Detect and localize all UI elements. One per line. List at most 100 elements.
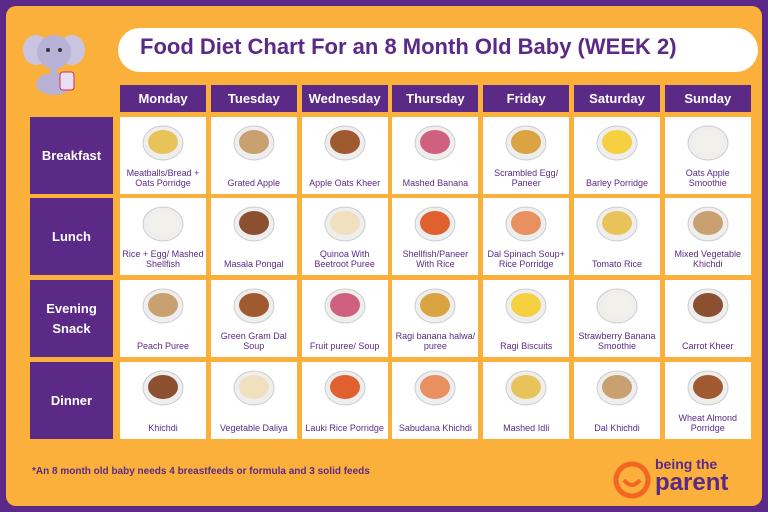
- meal-name: Mixed Vegetable Khichdi: [674, 249, 742, 269]
- meal-name: Sabudana Khichdi: [398, 423, 472, 433]
- column-header: Wednesday: [301, 85, 388, 112]
- row-header: Evening Snack: [30, 280, 113, 357]
- food-image: [324, 370, 366, 406]
- elephant-icon: [23, 35, 85, 95]
- logo-text: being the: [655, 456, 718, 472]
- meal-name: Vegetable Daliya: [220, 423, 288, 433]
- food-image: [687, 288, 729, 324]
- meal-cell: Strawberry Banana Smoothie: [574, 280, 660, 357]
- food-image: [233, 125, 275, 161]
- meal-cell: Mixed Vegetable Khichdi: [664, 198, 751, 275]
- meal-cell: Dal Spinach Soup+ Rice Porridge: [483, 198, 570, 275]
- meal-name: Mashed Banana: [402, 178, 469, 188]
- meal-name: Oats Apple Smoothie: [685, 168, 730, 188]
- meal-name: Quinoa With Beetroot Puree: [314, 249, 375, 269]
- meal-name: Fruit puree/ Soup: [309, 341, 380, 351]
- meal-name: Rice + Egg/ Mashed Shellfish: [122, 249, 204, 269]
- meal-cell: Dal Khichdi: [574, 362, 660, 439]
- column-header: Monday: [120, 85, 206, 112]
- meal-name: Ragi banana halwa/ puree: [395, 331, 476, 351]
- food-image: [414, 206, 456, 242]
- meal-name: Tomato Rice: [591, 259, 643, 269]
- food-image: [324, 206, 366, 242]
- food-image: [596, 288, 638, 324]
- meal-cell: Mashed Banana: [392, 117, 479, 194]
- food-image: [414, 125, 456, 161]
- food-image: [596, 125, 638, 161]
- food-image: [142, 370, 184, 406]
- meal-cell: Shellfish/Paneer With Rice: [392, 198, 479, 275]
- column-header: Friday: [483, 85, 570, 112]
- meal-name: Barley Porridge: [585, 178, 649, 188]
- meal-name: Carrot Kheer: [682, 341, 734, 351]
- meal-cell: Wheat Almond Porridge: [664, 362, 751, 439]
- meal-name: Masala Pongal: [224, 259, 284, 269]
- title-background: [118, 28, 758, 72]
- column-header: Saturday: [574, 85, 660, 112]
- row-header: Breakfast: [30, 117, 113, 194]
- meal-name: Ragi Biscuits: [500, 341, 553, 351]
- meal-name: Peach Puree: [136, 341, 190, 351]
- row-header: Dinner: [30, 362, 113, 439]
- food-image: [414, 288, 456, 324]
- meal-cell: Quinoa With Beetroot Puree: [301, 198, 388, 275]
- food-image: [687, 206, 729, 242]
- column-header: Tuesday: [210, 85, 297, 112]
- meal-cell: Barley Porridge: [574, 117, 660, 194]
- food-image: [505, 288, 547, 324]
- meal-cell: Grated Apple: [210, 117, 297, 194]
- meal-name: Dal Spinach Soup+ Rice Porridge: [487, 249, 565, 269]
- meal-cell: Khichdi: [120, 362, 206, 439]
- food-image: [142, 288, 184, 324]
- meal-name: Strawberry Banana Smoothie: [578, 331, 656, 351]
- meal-cell: Mashed Idli: [483, 362, 570, 439]
- food-image: [687, 370, 729, 406]
- food-image: [596, 370, 638, 406]
- food-image: [142, 125, 184, 161]
- column-header: Sunday: [664, 85, 751, 112]
- title: Food Diet Chart For an 8 Month Old Baby …: [140, 34, 677, 59]
- food-image: [505, 370, 547, 406]
- meal-cell: Apple Oats Kheer: [301, 117, 388, 194]
- meal-name: Meatballs/Bread + Oats Porridge: [126, 168, 200, 188]
- meal-name: Green Gram Dal Soup: [220, 331, 287, 351]
- meal-cell: Vegetable Daliya: [210, 362, 297, 439]
- meal-cell: Peach Puree: [120, 280, 206, 357]
- meal-name: Shellfish/Paneer With Rice: [402, 249, 469, 269]
- meal-name: Scrambled Egg/ Paneer: [494, 168, 559, 188]
- meal-cell: Meatballs/Bread + Oats Porridge: [120, 117, 206, 194]
- meal-cell: Oats Apple Smoothie: [664, 117, 751, 194]
- meal-cell: Tomato Rice: [574, 198, 660, 275]
- meal-cell: Rice + Egg/ Mashed Shellfish: [120, 198, 206, 275]
- footnote: *An 8 month old baby needs 4 breastfeeds…: [32, 466, 370, 477]
- meal-cell: Ragi Biscuits: [483, 280, 570, 357]
- food-image: [505, 125, 547, 161]
- meal-name: Wheat Almond Porridge: [678, 413, 738, 433]
- meal-cell: Fruit puree/ Soup: [301, 280, 388, 357]
- food-image: [414, 370, 456, 406]
- food-image: [233, 206, 275, 242]
- meal-cell: Sabudana Khichdi: [392, 362, 479, 439]
- meal-cell: Masala Pongal: [210, 198, 297, 275]
- meal-name: Grated Apple: [227, 178, 281, 188]
- logo-icon: [613, 461, 651, 499]
- food-image: [142, 206, 184, 242]
- meal-name: Mashed Idli: [503, 423, 550, 433]
- meal-cell: Lauki Rice Porridge: [301, 362, 388, 439]
- food-image: [505, 206, 547, 242]
- row-header: Lunch: [30, 198, 113, 275]
- food-image: [233, 370, 275, 406]
- meal-cell: Scrambled Egg/ Paneer: [483, 117, 570, 194]
- food-image: [596, 206, 638, 242]
- food-image: [324, 125, 366, 161]
- food-image: [324, 288, 366, 324]
- meal-cell: Ragi banana halwa/ puree: [392, 280, 479, 357]
- meal-name: Lauki Rice Porridge: [305, 423, 384, 433]
- meal-cell: Carrot Kheer: [664, 280, 751, 357]
- food-image: [233, 288, 275, 324]
- food-image: [687, 125, 729, 161]
- logo-text: parent: [655, 469, 729, 496]
- meal-name: Apple Oats Kheer: [309, 178, 381, 188]
- meal-name: Khichdi: [148, 423, 178, 433]
